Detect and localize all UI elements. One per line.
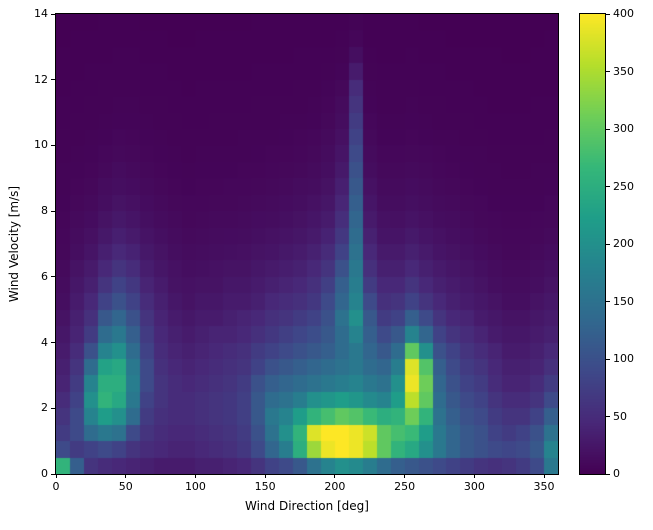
colorbar-tick-mark (606, 416, 610, 417)
colorbar-tick-mark (606, 71, 610, 72)
y-tick-label: 4 (41, 335, 48, 349)
y-tick-mark (51, 342, 55, 344)
x-tick-label: 250 (394, 480, 416, 493)
colorbar-tick-label: 250 (613, 179, 634, 193)
y-tick-mark (51, 210, 55, 212)
y-tick-label: 0 (41, 467, 48, 480)
y-tick-mark (51, 13, 55, 15)
y-tick-mark (51, 473, 55, 475)
y-tick-mark (51, 407, 55, 409)
x-tick-mark (473, 474, 475, 478)
colorbar-canvas (580, 14, 605, 474)
colorbar-tick-label: 50 (613, 409, 627, 423)
y-tick-label: 12 (34, 72, 48, 86)
colorbar-tick-label: 150 (613, 294, 634, 308)
colorbar (579, 13, 606, 475)
x-tick-label: 100 (184, 480, 206, 493)
heatmap-canvas (56, 14, 558, 474)
y-tick-label: 10 (34, 138, 48, 152)
x-tick-label: 150 (254, 480, 276, 493)
x-tick-mark (264, 474, 266, 478)
y-tick-mark (51, 276, 55, 278)
colorbar-tick-mark (606, 243, 610, 245)
x-tick-mark (194, 474, 196, 478)
x-axis-label: Wind Direction [deg] (245, 499, 369, 513)
y-tick-label: 6 (41, 269, 48, 283)
x-tick-label: 350 (533, 480, 555, 493)
colorbar-tick-label: 100 (613, 352, 634, 365)
y-tick-label: 2 (41, 401, 48, 415)
y-tick-mark (51, 144, 55, 146)
heatmap-axes (55, 13, 559, 475)
x-tick-label: 50 (118, 480, 133, 493)
x-tick-mark (55, 474, 57, 478)
y-tick-label: 8 (41, 204, 48, 218)
colorbar-tick-label: 350 (613, 64, 634, 78)
colorbar-tick-mark (606, 358, 610, 360)
colorbar-tick-label: 0 (613, 467, 620, 480)
colorbar-tick-label: 400 (613, 7, 634, 20)
colorbar-tick-label: 300 (613, 122, 634, 135)
x-tick-label: 200 (324, 480, 346, 493)
colorbar-tick-mark (606, 186, 610, 187)
x-tick-mark (125, 474, 127, 478)
y-tick-label: 14 (34, 7, 48, 20)
colorbar-tick-mark (606, 128, 610, 130)
colorbar-tick-mark (606, 13, 610, 15)
colorbar-tick-mark (606, 301, 610, 302)
x-tick-mark (404, 474, 406, 478)
x-tick-mark (543, 474, 545, 478)
colorbar-tick-mark (606, 473, 610, 475)
colorbar-tick-label: 200 (613, 237, 634, 250)
y-tick-mark (51, 79, 55, 81)
x-tick-mark (334, 474, 336, 478)
y-axis-label: Wind Velocity [m/s] (7, 185, 21, 303)
x-tick-label: 0 (52, 480, 60, 493)
x-tick-label: 300 (463, 480, 485, 493)
